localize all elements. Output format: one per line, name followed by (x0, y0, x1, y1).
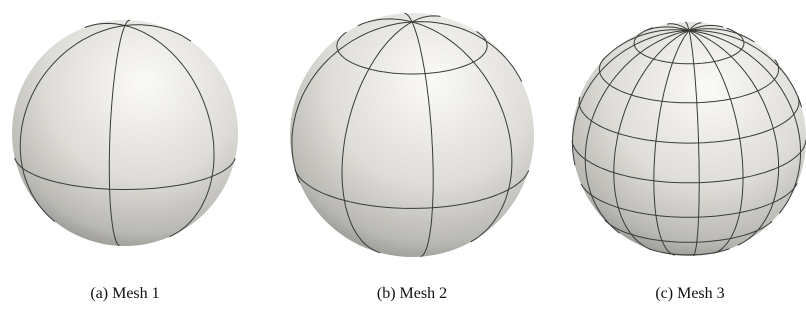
caption: (c) Mesh 3 (655, 285, 724, 302)
sphere-body (12, 20, 238, 246)
caption: (b) Mesh 2 (377, 285, 447, 302)
sphere (290, 13, 534, 257)
sphere (12, 20, 238, 246)
sphere (572, 22, 806, 256)
figure: (a) Mesh 1 (b) Mesh 2 (c) Mesh 3 (0, 0, 806, 314)
caption: (a) Mesh 1 (90, 285, 159, 302)
